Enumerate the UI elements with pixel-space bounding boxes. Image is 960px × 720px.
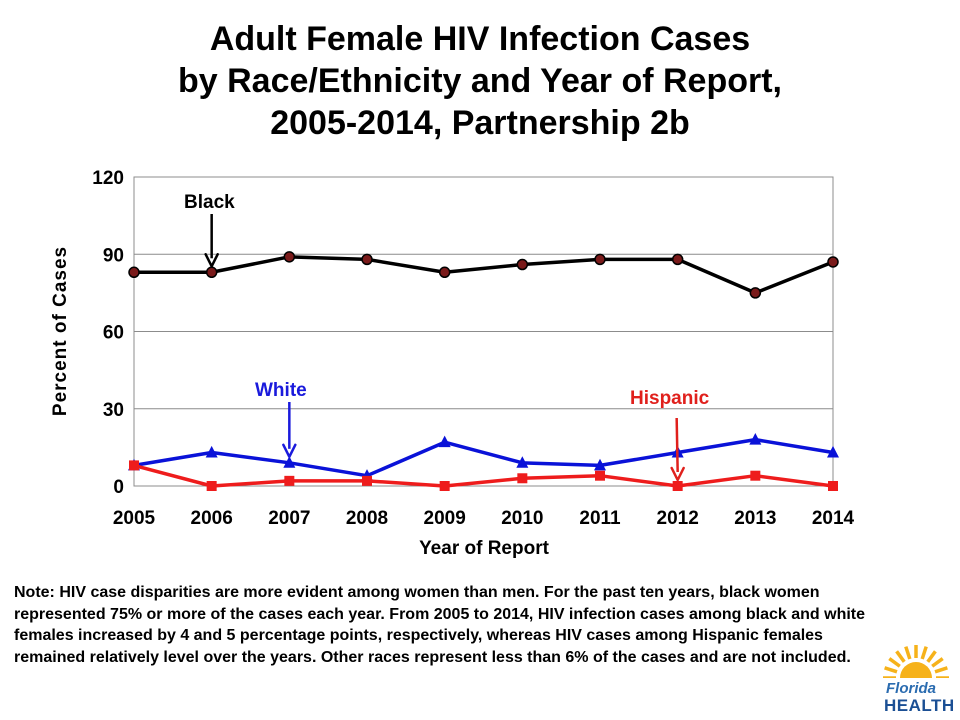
chart-title-line-3: 2005-2014, Partnership 2b bbox=[270, 104, 690, 142]
series-black bbox=[128, 251, 839, 299]
y-tick-label: 120 bbox=[92, 168, 124, 189]
sun-ray bbox=[926, 650, 937, 663]
data-point-black bbox=[594, 253, 606, 266]
data-point-white bbox=[594, 458, 606, 471]
x-tick-label: 2013 bbox=[734, 508, 776, 529]
sun-ray bbox=[931, 657, 944, 668]
x-tick-label: 2007 bbox=[268, 508, 310, 529]
chart-title-line-2: by Race/Ethnicity and Year of Report, bbox=[178, 62, 782, 100]
data-point-white bbox=[283, 456, 296, 468]
x-tick-label: 2010 bbox=[501, 508, 543, 529]
series-layer bbox=[128, 251, 839, 491]
data-point-black bbox=[827, 256, 839, 268]
y-axis-label: Percent of Cases bbox=[50, 246, 71, 416]
florida-health-logo: Florida HEALTH bbox=[878, 636, 954, 716]
series-line-hispanic bbox=[133, 463, 834, 488]
series-line-white bbox=[133, 437, 834, 478]
data-point-hispanic bbox=[206, 481, 217, 491]
series-line-black bbox=[134, 255, 834, 295]
sun-ray bbox=[884, 666, 898, 674]
data-point-white bbox=[516, 456, 529, 468]
axes-layer: 0 30 60 90 120 2005 2006 2007 2008 2009 2010 2011 20… bbox=[92, 168, 854, 529]
data-point-black bbox=[205, 266, 218, 279]
sun-ray bbox=[895, 650, 906, 663]
annotation-arrow-shaft bbox=[675, 417, 679, 473]
data-point-hispanic bbox=[129, 460, 139, 471]
data-point-black bbox=[749, 287, 762, 299]
y-tick-label: 0 bbox=[113, 477, 124, 498]
series-hispanic bbox=[129, 460, 838, 491]
data-point-black bbox=[438, 266, 451, 279]
annotation-label-hispanic: Hispanic bbox=[630, 388, 710, 409]
data-point-black bbox=[361, 253, 373, 266]
logo-text-florida: Florida bbox=[886, 680, 937, 697]
data-point-black bbox=[128, 266, 140, 279]
data-point-black bbox=[671, 253, 684, 266]
annotation-arrow-head bbox=[282, 443, 297, 459]
annotation-arrow-head bbox=[204, 253, 219, 268]
data-point-hispanic bbox=[828, 481, 838, 491]
annotation-arrow-head bbox=[670, 466, 685, 482]
x-tick-label: 2014 bbox=[812, 508, 855, 529]
logo-text-health: HEALTH bbox=[884, 696, 955, 715]
data-point-hispanic bbox=[362, 475, 372, 486]
x-axis-label: Year of Report bbox=[419, 538, 550, 559]
data-point-white bbox=[827, 445, 839, 458]
y-tick-label: 60 bbox=[103, 323, 124, 344]
sun-ray bbox=[888, 657, 901, 668]
series-white bbox=[128, 433, 839, 481]
data-point-white bbox=[438, 435, 451, 448]
line-chart: 0 30 60 90 120 2005 2006 2007 2008 2009 2010 2011 20… bbox=[50, 168, 855, 559]
data-point-black bbox=[283, 251, 296, 263]
x-tick-label: 2006 bbox=[191, 508, 233, 529]
annotation-label-black: Black bbox=[184, 192, 235, 213]
data-point-hispanic bbox=[595, 470, 605, 481]
sun-ray bbox=[934, 666, 948, 674]
chart-title-line-1: Adult Female HIV Infection Cases bbox=[209, 20, 751, 58]
data-point-hispanic bbox=[750, 470, 761, 481]
x-tick-label: 2012 bbox=[657, 508, 699, 529]
x-tick-label: 2011 bbox=[579, 508, 621, 529]
data-point-hispanic bbox=[439, 481, 450, 491]
sun-icon bbox=[878, 645, 954, 694]
x-tick-label: 2005 bbox=[113, 508, 156, 529]
data-point-black bbox=[516, 258, 529, 271]
chart-title: Adult Female HIV Infection Cases by Race… bbox=[0, 18, 960, 144]
data-point-hispanic bbox=[284, 475, 295, 486]
grid-layer bbox=[133, 176, 834, 487]
sun-ray bbox=[904, 646, 912, 660]
x-tick-label: 2009 bbox=[424, 508, 466, 529]
data-point-hispanic bbox=[672, 481, 683, 491]
data-point-hispanic bbox=[517, 473, 528, 484]
annotation-layer: Black White Hispanic bbox=[184, 192, 710, 482]
x-tick-label: 2008 bbox=[346, 508, 388, 529]
data-point-white bbox=[205, 445, 218, 458]
annotation-label-white: White bbox=[255, 380, 307, 401]
y-tick-label: 90 bbox=[103, 245, 124, 266]
data-point-white bbox=[749, 433, 762, 445]
footnote: Note: HIV case disparities are more evid… bbox=[14, 584, 866, 666]
y-tick-label: 30 bbox=[103, 400, 124, 421]
sun-ray bbox=[920, 646, 928, 660]
